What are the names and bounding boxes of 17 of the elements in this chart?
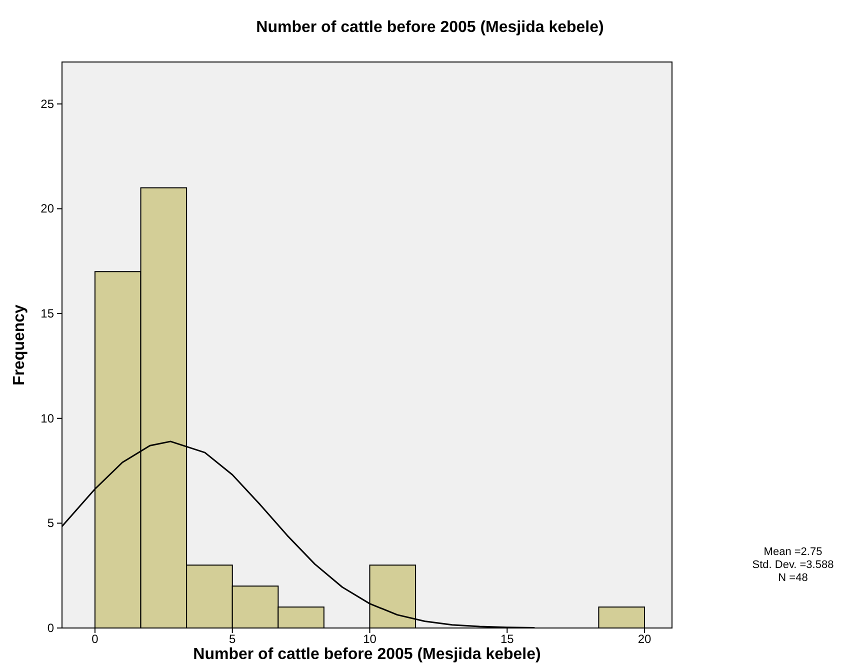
y-tick-label: 20 <box>40 202 54 216</box>
x-axis-title: Number of cattle before 2005 (Mesjida kebele) <box>193 646 541 663</box>
y-tick-label: 15 <box>40 306 54 321</box>
chart-title: Number of cattle before 2005 (Mesjida kebele) <box>256 19 604 36</box>
y-tick-label: 5 <box>47 516 54 530</box>
x-tick-label: 10 <box>363 632 377 646</box>
y-tick-label: 0 <box>47 621 54 635</box>
text: Std. Dev. =3.588 <box>752 559 834 571</box>
x-tick-label: 0 <box>92 632 99 646</box>
y-tick-label: 25 <box>40 96 54 111</box>
y-tick-label: 10 <box>40 411 54 426</box>
text: N =48 <box>778 572 808 584</box>
y-axis-title: Frequency <box>11 304 28 386</box>
text: Mean =2.75 <box>764 546 822 558</box>
x-tick-label: 15 <box>500 632 514 646</box>
x-tick-label: 5 <box>229 632 236 646</box>
x-tick-label: 20 <box>638 632 652 646</box>
